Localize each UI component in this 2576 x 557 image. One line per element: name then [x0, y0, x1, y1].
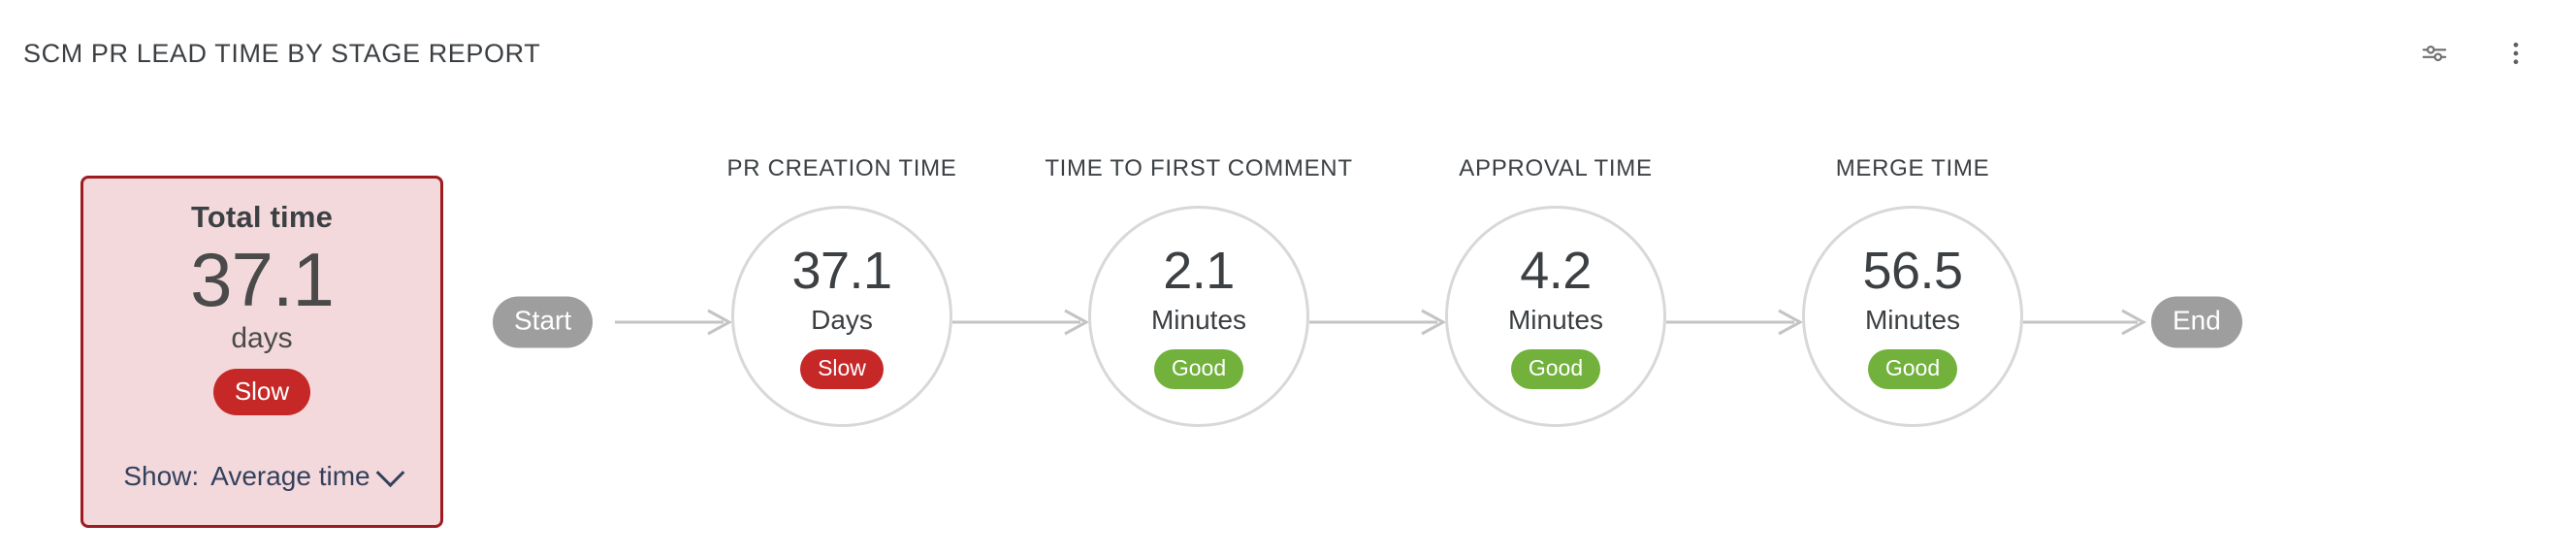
stage-circle[interactable]: 2.1 Minutes Good — [1088, 206, 1309, 427]
connector-start-to-stage-1 — [615, 309, 733, 336]
report-header: SCM PR LEAD TIME BY STAGE REPORT — [0, 0, 2576, 107]
stage-value: 2.1 — [1163, 241, 1235, 300]
stage-unit: Minutes — [1864, 304, 1961, 335]
show-mode-value: Average time — [210, 461, 370, 491]
total-time-value: 37.1 — [190, 237, 335, 322]
stage-title: PR CREATION TIME — [726, 155, 957, 181]
show-mode-dropdown[interactable]: Average time — [210, 457, 404, 492]
stage-circle[interactable]: 56.5 Minutes Good — [1802, 206, 2023, 427]
stage-track: Start PR CREATION TIME 37.1 Days Slow — [485, 107, 2289, 557]
stage-unit: Days — [811, 304, 873, 335]
total-time-status-badge: Slow — [212, 368, 311, 415]
stage-value: 56.5 — [1862, 241, 1963, 300]
flow-area: Total time 37.1 days Slow Show: Average … — [0, 107, 2576, 557]
show-row: Show: Average time — [83, 457, 440, 492]
stage-circle[interactable]: 37.1 Days Slow — [731, 206, 952, 427]
stage-title: APPROVAL TIME — [1459, 155, 1653, 181]
sliders-icon[interactable] — [2413, 32, 2456, 75]
stage-title: MERGE TIME — [1835, 155, 1990, 181]
stage-unit: Minutes — [1150, 304, 1247, 335]
header-actions — [2413, 32, 2545, 75]
page-title: SCM PR LEAD TIME BY STAGE REPORT — [23, 38, 541, 68]
chevron-down-icon — [375, 457, 404, 487]
stage-circle[interactable]: 4.2 Minutes Good — [1445, 206, 1666, 427]
more-vertical-icon[interactable] — [2495, 32, 2537, 75]
connector-stage-2-to-stage-3 — [1309, 309, 1447, 336]
connector-stage-1-to-stage-2 — [952, 309, 1090, 336]
total-time-card: Total time 37.1 days Slow Show: Average … — [80, 176, 443, 528]
stage-status-badge: Good — [1153, 348, 1244, 389]
flow-start-node: Start — [493, 296, 594, 348]
total-time-label: Total time — [190, 200, 334, 234]
connector-stage-4-to-end — [2023, 309, 2147, 336]
show-label: Show: — [123, 461, 200, 491]
connector-stage-3-to-stage-4 — [1666, 309, 1804, 336]
stage-value: 37.1 — [791, 241, 892, 300]
stage-status-badge: Good — [1510, 348, 1601, 389]
stage-unit: Minutes — [1507, 304, 1604, 335]
flow-end-node: End — [2151, 296, 2242, 348]
stage-status-badge: Good — [1867, 348, 1958, 389]
stage-value: 4.2 — [1520, 241, 1592, 300]
stage-status-badge: Slow — [800, 348, 884, 389]
total-time-unit: days — [231, 321, 293, 354]
stage-title: TIME TO FIRST COMMENT — [1045, 155, 1353, 181]
